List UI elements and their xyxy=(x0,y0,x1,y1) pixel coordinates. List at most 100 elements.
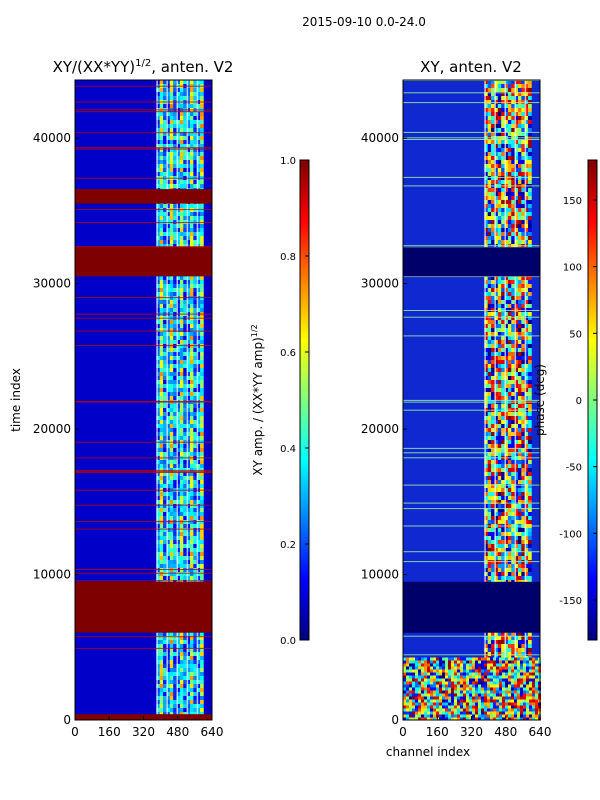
heatmap-cell xyxy=(491,476,495,480)
noise-cell xyxy=(463,669,466,673)
heatmap-cell xyxy=(156,532,160,536)
colorbar-tick-label: 1.0 xyxy=(280,156,296,167)
heatmap-cell xyxy=(159,576,164,580)
heatmap-cell xyxy=(179,236,184,240)
heatmap-cell xyxy=(200,572,204,576)
heatmap-cell xyxy=(494,652,499,656)
heatmap-cell xyxy=(501,368,505,372)
heatmap-cell xyxy=(183,124,187,128)
heatmap-cell xyxy=(501,640,505,644)
heatmap-cell xyxy=(497,484,502,488)
heatmap-cell xyxy=(186,244,191,248)
heatmap-cell xyxy=(504,320,509,324)
flag-line xyxy=(403,139,540,140)
heatmap-cell xyxy=(176,232,181,236)
heatmap-cell xyxy=(484,360,488,364)
heatmap-cell xyxy=(159,564,164,568)
heatmap-cell xyxy=(163,280,167,284)
heatmap-cell xyxy=(189,236,194,240)
heatmap-cell xyxy=(196,516,201,520)
heatmap-cell xyxy=(491,320,495,324)
flag-line xyxy=(75,209,212,211)
heatmap-cell xyxy=(528,464,532,468)
heatmap-cell xyxy=(494,340,499,344)
heatmap-cell xyxy=(521,356,526,360)
heatmap-cell xyxy=(507,104,512,108)
heatmap-cell xyxy=(196,672,201,676)
heatmap-cell xyxy=(186,540,191,544)
heatmap-cell xyxy=(514,296,519,300)
noise-cell xyxy=(403,660,406,664)
heatmap-cell xyxy=(524,96,529,100)
heatmap-cell xyxy=(487,312,492,316)
heatmap-cell xyxy=(524,540,529,544)
heatmap-cell xyxy=(504,544,509,548)
heatmap-cell xyxy=(183,552,187,556)
flag-line xyxy=(403,502,540,504)
heatmap-cell xyxy=(183,428,187,432)
heatmap-cell xyxy=(487,468,492,472)
heatmap-cell xyxy=(193,576,198,580)
heatmap-cell xyxy=(183,392,187,396)
heatmap-cell xyxy=(200,664,204,668)
left-heatmap xyxy=(75,80,212,720)
heatmap-cell xyxy=(166,412,171,416)
heatmap-cell xyxy=(528,128,532,132)
heatmap-cell xyxy=(163,452,167,456)
heatmap-cell xyxy=(491,228,495,232)
heatmap-cell xyxy=(159,332,164,336)
heatmap-cell xyxy=(494,152,499,156)
heatmap-cell xyxy=(179,120,184,124)
heatmap-cell xyxy=(497,376,502,380)
heatmap-cell xyxy=(511,540,515,544)
heatmap-cell xyxy=(491,380,495,384)
heatmap-cell xyxy=(507,348,512,352)
noise-cell xyxy=(427,672,430,676)
heatmap-cell xyxy=(159,220,164,224)
heatmap-cell xyxy=(156,632,160,636)
heatmap-cell xyxy=(163,384,167,388)
heatmap-cell xyxy=(484,80,488,84)
heatmap-cell xyxy=(504,160,509,164)
heatmap-cell xyxy=(196,360,201,364)
heatmap-cell xyxy=(193,572,198,576)
heatmap-cell xyxy=(507,516,512,520)
heatmap-cell xyxy=(497,440,502,444)
heatmap-cell xyxy=(497,404,502,408)
heatmap-cell xyxy=(504,304,509,308)
noise-cell xyxy=(433,660,436,664)
heatmap-cell xyxy=(166,652,171,656)
heatmap-cell xyxy=(521,416,526,420)
heatmap-cell xyxy=(166,80,171,84)
heatmap-cell xyxy=(169,280,174,284)
heatmap-cell xyxy=(159,92,164,96)
heatmap-cell xyxy=(196,536,201,540)
heatmap-cell xyxy=(166,504,171,508)
heatmap-cell xyxy=(494,312,499,316)
heatmap-cell xyxy=(524,392,529,396)
heatmap-cell xyxy=(507,512,512,516)
heatmap-cell xyxy=(156,92,160,96)
heatmap-cell xyxy=(163,340,167,344)
heatmap-cell xyxy=(501,356,505,360)
noise-cell xyxy=(520,663,523,667)
heatmap-cell xyxy=(183,512,187,516)
right-heatmap xyxy=(403,80,541,721)
heatmap-cell xyxy=(200,116,204,120)
heatmap-cell xyxy=(514,216,519,220)
heatmap-cell xyxy=(504,452,509,456)
heatmap-cell xyxy=(169,340,174,344)
heatmap-cell xyxy=(159,284,164,288)
heatmap-cell xyxy=(514,124,519,128)
heatmap-cell xyxy=(193,136,198,140)
heatmap-cell xyxy=(517,424,522,428)
heatmap-cell xyxy=(484,208,488,212)
heatmap-cell xyxy=(200,556,204,560)
heatmap-cell xyxy=(487,220,492,224)
heatmap-cell xyxy=(200,500,204,504)
heatmap-cell xyxy=(200,640,204,644)
noise-cell xyxy=(412,678,415,682)
heatmap-cell xyxy=(179,656,184,660)
heatmap-cell xyxy=(193,112,198,116)
heatmap-cell xyxy=(504,432,509,436)
